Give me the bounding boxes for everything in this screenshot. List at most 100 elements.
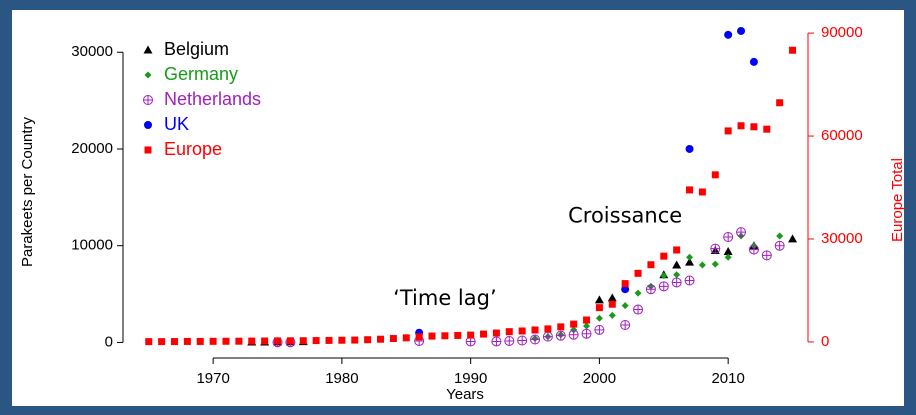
point (568, 329, 579, 340)
point (763, 125, 771, 133)
point (608, 311, 616, 319)
legend-label: Germany (164, 64, 238, 84)
square-marker (518, 327, 526, 335)
diamond-marker (711, 260, 719, 268)
point (555, 330, 566, 341)
point (594, 295, 604, 304)
plus-marker (556, 331, 566, 341)
square-marker (428, 332, 436, 340)
square-marker (415, 333, 423, 341)
triangle-marker (788, 234, 798, 243)
point (595, 304, 603, 312)
point (517, 335, 528, 346)
square-marker (570, 320, 578, 328)
plus-marker (646, 284, 656, 294)
square-marker (402, 334, 410, 342)
point (504, 335, 515, 346)
plus-marker (685, 276, 695, 286)
point (736, 227, 747, 238)
legend-label: Belgium (164, 39, 229, 59)
point (685, 257, 695, 266)
point (608, 300, 616, 308)
point (557, 323, 565, 331)
point (364, 336, 372, 344)
triangle-marker (143, 45, 153, 54)
square-marker (389, 335, 397, 343)
square-marker (171, 338, 179, 346)
y2-tick-label: 60000 (821, 127, 863, 144)
square-marker (711, 171, 719, 179)
point (595, 314, 603, 322)
y-tick-label: 0 (105, 333, 113, 350)
square-marker (789, 46, 797, 54)
square-marker (441, 332, 449, 340)
square-marker (261, 337, 269, 345)
point (261, 337, 269, 345)
y2-tick-label: 30000 (821, 230, 863, 247)
point (621, 280, 629, 288)
plus-marker (504, 336, 514, 346)
plus-marker (594, 325, 604, 335)
square-marker (531, 326, 539, 334)
diamond-marker (144, 71, 152, 79)
y-axis-title: Parakeets per Country (19, 116, 36, 267)
plus-marker (143, 95, 153, 105)
square-marker (467, 331, 475, 339)
plus-marker (672, 277, 682, 287)
circle-marker (685, 144, 694, 153)
point (583, 316, 591, 324)
point (684, 275, 695, 286)
square-marker (737, 122, 745, 130)
square-marker (312, 337, 320, 345)
square-marker (351, 336, 359, 344)
point (633, 304, 644, 315)
point (711, 260, 719, 268)
legend-label: Europe (164, 139, 222, 159)
x-tick-label: 1990 (454, 370, 487, 387)
point (312, 337, 320, 345)
square-marker (608, 300, 616, 308)
diamond-marker (724, 253, 732, 261)
triangle-marker (685, 257, 695, 266)
circle-marker (749, 57, 758, 66)
plus-marker (762, 250, 772, 260)
diamond-marker (673, 271, 681, 279)
x-axis-title: Years (446, 386, 484, 403)
point (724, 127, 732, 135)
point (788, 234, 798, 243)
point (143, 95, 153, 105)
legend-label: UK (164, 114, 189, 134)
diamond-marker (583, 322, 591, 330)
y2-axis-title: Europe Total (889, 158, 906, 242)
point (402, 334, 410, 342)
diamond-marker (621, 302, 629, 310)
point (144, 121, 152, 129)
point (748, 244, 759, 255)
plus-marker (633, 305, 643, 315)
square-marker (763, 125, 771, 133)
point (724, 30, 733, 39)
point (621, 302, 629, 310)
point (389, 335, 397, 343)
diamond-marker (660, 272, 668, 280)
square-marker (492, 329, 500, 337)
plus-marker (659, 281, 669, 291)
square-marker (158, 338, 166, 346)
square-marker (647, 261, 655, 269)
point (634, 269, 642, 277)
point (660, 272, 668, 280)
point (581, 328, 592, 339)
plus-marker (530, 335, 540, 345)
point (480, 330, 488, 338)
point (774, 240, 785, 251)
diamond-marker (776, 232, 784, 240)
point (158, 338, 166, 346)
legend-label: Netherlands (164, 89, 261, 109)
point (505, 328, 513, 336)
point (723, 247, 733, 256)
point (634, 289, 642, 297)
square-marker (660, 252, 668, 260)
point (299, 337, 307, 345)
square-marker (698, 188, 706, 196)
